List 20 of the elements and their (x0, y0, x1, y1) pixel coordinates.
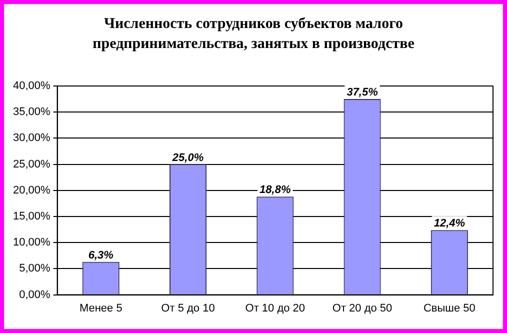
y-tick-label: 40,00% (12, 80, 51, 92)
y-tick-label: 20,00% (12, 184, 51, 196)
chart-title: Численность сотрудников субъектов малого предпринимательства, занятых в производстве (92, 15, 416, 54)
data-label: 12,4% (434, 218, 466, 230)
y-tick-label: 30,00% (12, 132, 51, 144)
data-label: 25,0% (171, 152, 204, 164)
x-tick-label: Менее 5 (79, 302, 122, 314)
data-label: 37,5% (346, 86, 378, 99)
y-tick-label: 35,00% (12, 106, 51, 118)
data-label: 6,3% (88, 249, 114, 262)
y-tick-label: 25,00% (12, 158, 51, 170)
y-tick-label: 10,00% (12, 236, 51, 249)
x-tick-label: Свыше 50 (423, 302, 476, 314)
x-tick-label: От 5 до 10 (161, 302, 215, 314)
data-label: 18,8% (260, 184, 291, 196)
x-tick-label: От 10 до 20 (245, 302, 306, 314)
y-tick-label: 15,00% (12, 210, 51, 223)
x-tick-label: От 20 до 50 (332, 302, 392, 314)
y-tick-label: 0,00% (19, 288, 51, 301)
y-tick-label: 5,00% (19, 262, 51, 275)
